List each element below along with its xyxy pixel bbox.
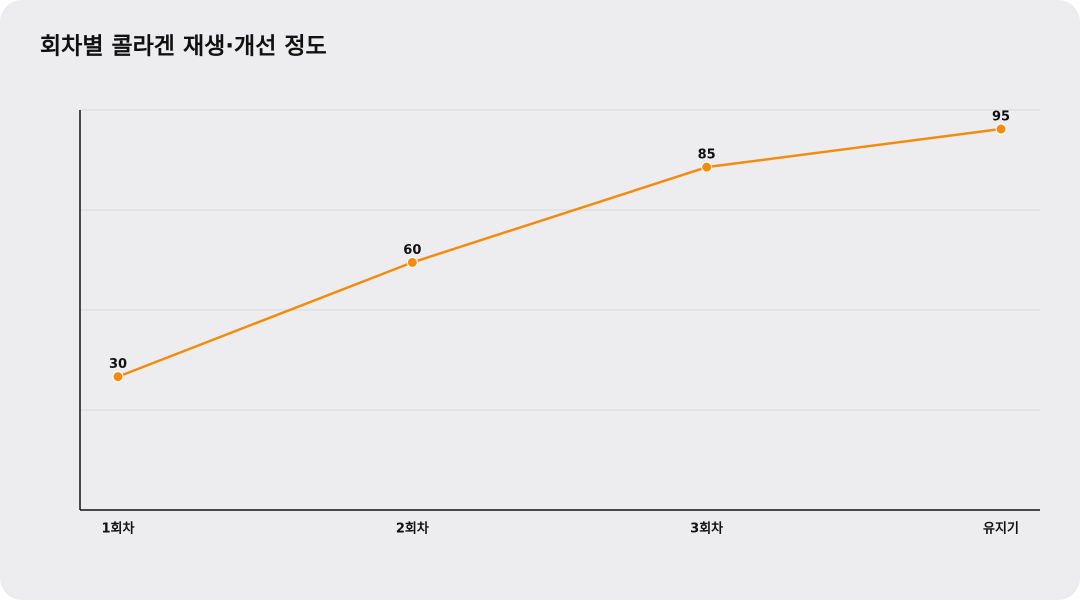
x-tick-label: 유지기 [983,522,1019,537]
chart-title: 회차별 콜라겐 재생·개선 정도 [40,34,327,60]
data-label: 95 [992,110,1010,125]
point [112,371,124,383]
data-label: 60 [403,243,421,258]
point [701,161,713,173]
line [117,127,1002,378]
data-label: 85 [698,148,716,163]
x-tick-label: 2회차 [396,521,429,537]
x-tick-label: 3회차 [690,521,723,537]
x-tick-label: 1회차 [102,521,135,537]
point [995,123,1007,135]
data-label: 30 [109,357,127,372]
point [406,256,418,268]
